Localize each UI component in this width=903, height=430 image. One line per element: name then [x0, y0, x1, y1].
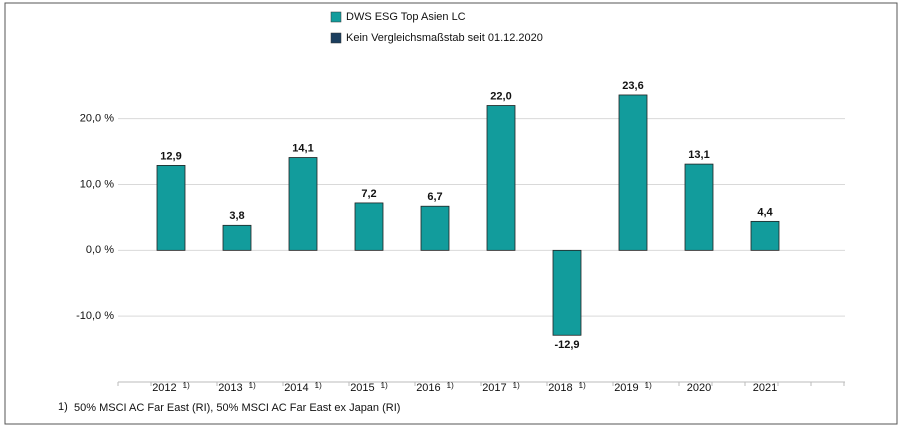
y-tick-label: 10,0 % [80, 178, 114, 190]
x-tick-label: 2020 [687, 382, 711, 394]
data-label: 3,8 [229, 210, 244, 222]
category-note: 1) [579, 381, 586, 390]
category: 2017 [482, 382, 506, 394]
x-tick-label: 2012 1) [152, 381, 190, 394]
category: 2021 [753, 382, 777, 394]
data-label: 6,7 [427, 191, 442, 203]
bar [354, 202, 384, 251]
legend-swatch [330, 11, 342, 23]
bar [288, 157, 318, 251]
data-label: 23,6 [622, 80, 643, 92]
y-tick-label: 20,0 % [80, 113, 114, 125]
x-tick-label: 2013 1) [218, 381, 256, 394]
category: 2016 [416, 382, 440, 394]
bar [684, 163, 714, 251]
category: 2013 [218, 382, 242, 394]
category: 2015 [350, 382, 374, 394]
category: 2012 [152, 382, 176, 394]
footnote-marker: 1) [58, 401, 68, 413]
x-tick-label: 2018 1) [548, 381, 586, 394]
legend-label: Kein Vergleichsmaßstab seit 01.12.2020 [346, 32, 543, 44]
x-tick-label: 2015 1) [350, 381, 388, 394]
legend-label: DWS ESG Top Asien LC [346, 11, 466, 23]
category-note: 1) [183, 381, 190, 390]
x-tick-label: 2019 1) [614, 381, 652, 394]
category: 2018 [548, 382, 572, 394]
category-note: 1) [513, 381, 520, 390]
y-tick-label: -10,0 % [76, 310, 114, 322]
data-label: 14,1 [292, 142, 313, 154]
category-note: 1) [249, 381, 256, 390]
category: 2020 [687, 382, 711, 394]
data-label: 13,1 [688, 149, 709, 161]
bar [618, 94, 648, 251]
legend-swatch [330, 32, 342, 44]
x-tick-label: 2014 1) [284, 381, 322, 394]
data-label: 4,4 [757, 206, 773, 218]
category-note: 1) [447, 381, 454, 390]
x-tick-label: 2016 1) [416, 381, 454, 394]
category: 2014 [284, 382, 308, 394]
bar [420, 205, 450, 251]
data-label: 12,9 [160, 150, 181, 162]
x-tick-label: 2017 1) [482, 381, 520, 394]
data-label: -12,9 [554, 339, 579, 351]
bar [486, 105, 516, 251]
data-label: 7,2 [361, 188, 376, 200]
category-note: 1) [315, 381, 322, 390]
category-note: 1) [381, 381, 388, 390]
frame [4, 2, 898, 425]
bar [552, 249, 582, 336]
y-tick-label: 0,0 % [86, 244, 114, 256]
bar [750, 220, 780, 251]
footnote-text: 50% MSCI AC Far East (RI), 50% MSCI AC F… [74, 402, 400, 414]
x-tick-label: 2021 [753, 382, 777, 394]
bar [156, 165, 186, 251]
category: 2019 [614, 382, 638, 394]
data-label: 22,0 [490, 90, 511, 102]
bar [222, 224, 252, 251]
category-note: 1) [645, 381, 652, 390]
